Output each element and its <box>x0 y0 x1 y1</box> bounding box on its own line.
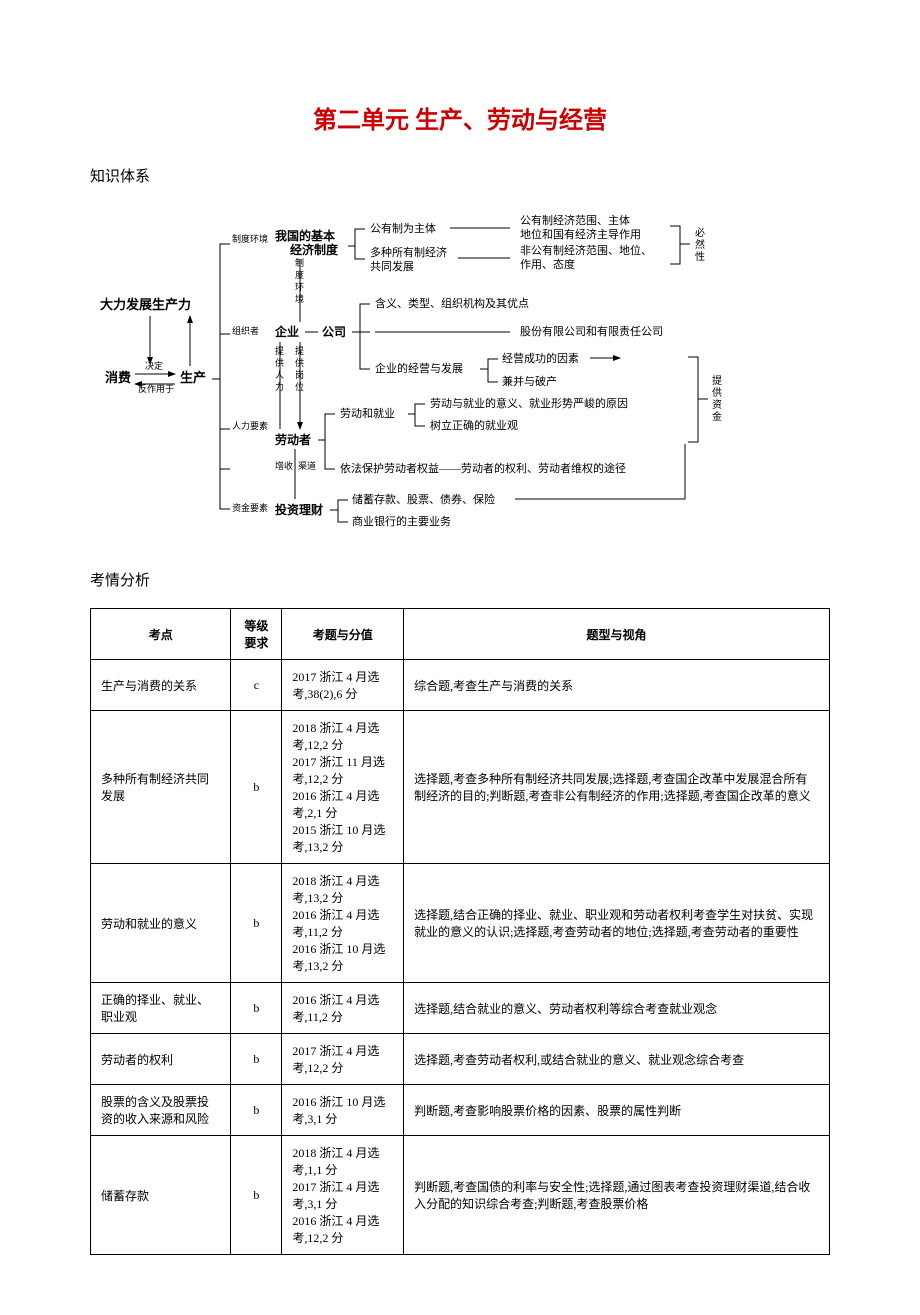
knowledge-diagram: 大力发展生产力 消费 生产 决定 反作用于 制度环境 组织者 人力要素 资金要素… <box>90 204 830 539</box>
page-title: 第二单元 生产、劳动与经营 <box>90 100 830 135</box>
cell-kaodian: 多种所有制经济共同发展 <box>91 711 231 864</box>
node-biran3: 性 <box>695 250 705 263</box>
label-zhiduhj: 制度环境 <box>232 233 268 244</box>
node-duozhong1: 多种所有制经济 <box>370 245 447 259</box>
cell-dengji: b <box>231 1136 282 1255</box>
node-ldyy: 劳动与就业的意义、就业形势严峻的原因 <box>430 396 628 410</box>
cell-tixing: 综合题,考查生产与消费的关系 <box>404 660 830 711</box>
node-jycg: 经营成功的因素 <box>502 351 579 365</box>
node-tgzj3: 资 <box>712 399 722 411</box>
node-laodongjy: 劳动和就业 <box>340 406 395 420</box>
th-kaodian: 考点 <box>91 609 231 660</box>
cell-tixing: 选择题,结合就业的意义、劳动者权利等综合考查就业观念 <box>404 983 830 1034</box>
node-woguojiben2: 经济制度 <box>290 242 339 257</box>
table-row: 多种所有制经济共同发展b2018 浙江 4 月选考,12,2 分 2017 浙江… <box>91 711 830 864</box>
cell-kaoti: 2016 浙江 10 月选考,3,1 分 <box>282 1085 404 1136</box>
th-dengji: 等级要求 <box>231 609 282 660</box>
node-gongsi: 公司 <box>322 325 346 339</box>
diagram-svg: 大力发展生产力 消费 生产 决定 反作用于 制度环境 组织者 人力要素 资金要素… <box>90 204 830 534</box>
cell-dengji: b <box>231 864 282 983</box>
node-woguojiben: 我国的基本 <box>275 228 335 243</box>
cell-kaoti: 2017 浙江 4 月选考,12,2 分 <box>282 1034 404 1085</box>
exam-analysis-table: 考点 等级要求 考题与分值 题型与视角 生产与消费的关系c2017 浙江 4 月… <box>90 608 830 1255</box>
section-knowledge-system: 知识体系 <box>90 165 830 186</box>
cell-tixing: 选择题,考查劳动者权利,或结合就业的意义、就业观念综合考查 <box>404 1034 830 1085</box>
label-zijinys: 资金要素 <box>232 502 268 513</box>
cell-tixing: 选择题,考查多种所有制经济共同发展;选择题,考查国企改革中发展混合所有制经济的目… <box>404 711 830 864</box>
section-exam-analysis: 考情分析 <box>90 569 830 590</box>
node-gongyoufw2: 地位和国有经济主导作用 <box>520 227 641 241</box>
label-fanzuoyong: 反作用于 <box>138 383 174 394</box>
node-gongyouzhi: 公有制为主体 <box>370 221 436 235</box>
th-kaoti: 考题与分值 <box>282 609 404 660</box>
table-header-row: 考点 等级要求 考题与分值 题型与视角 <box>91 609 830 660</box>
node-biran2: 然 <box>695 238 705 251</box>
cell-dengji: b <box>231 1085 282 1136</box>
label-zsqd1: 增收 <box>275 460 293 471</box>
table-row: 劳动和就业的意义b2018 浙江 4 月选考,13,2 分 2016 浙江 4 … <box>91 864 830 983</box>
cell-tixing: 判断题,考查国债的利率与安全性;选择题,通过图表考查投资理财渠道,结合收入分配的… <box>404 1136 830 1255</box>
cell-dengji: c <box>231 660 282 711</box>
cell-kaodian: 储蓄存款 <box>91 1136 231 1255</box>
node-feigongyou2: 作用、态度 <box>520 257 575 271</box>
cell-dengji: b <box>231 983 282 1034</box>
cell-tixing: 选择题,结合正确的择业、就业、职业观和劳动者权利考查学生对扶贫、实现就业的意义的… <box>404 864 830 983</box>
table-row: 正确的择业、就业、职业观b2016 浙江 4 月选考,11,2 分选择题,结合就… <box>91 983 830 1034</box>
cell-kaoti: 2016 浙江 4 月选考,11,2 分 <box>282 983 404 1034</box>
cell-kaoti: 2018 浙江 4 月选考,1,1 分 2017 浙江 4 月选考,3,1 分 … <box>282 1136 404 1255</box>
node-duozhong2: 共同发展 <box>370 259 414 273</box>
table-row: 生产与消费的关系c2017 浙江 4 月选考,38(2),6 分综合题,考查生产… <box>91 660 830 711</box>
cell-kaoti: 2018 浙江 4 月选考,12,2 分 2017 浙江 11 月选考,12,2… <box>282 711 404 864</box>
node-tgzj2: 供 <box>712 386 722 399</box>
node-shengchan: 生产 <box>180 370 206 385</box>
label-renliys: 人力要素 <box>232 420 268 431</box>
node-shangye: 商业银行的主要业务 <box>352 514 451 528</box>
th-tixing: 题型与视角 <box>404 609 830 660</box>
node-gufen: 股份有限公司和有限责任公司 <box>520 324 663 338</box>
node-tgzj4: 金 <box>712 410 722 423</box>
cell-kaodian: 生产与消费的关系 <box>91 660 231 711</box>
label-zsqd2: 渠道 <box>298 460 316 471</box>
table-row: 储蓄存款b2018 浙江 4 月选考,1,1 分 2017 浙江 4 月选考,3… <box>91 1136 830 1255</box>
cell-kaodian: 股票的含义及股票投资的收入来源和风险 <box>91 1085 231 1136</box>
node-hanyi: 含义、类型、组织机构及其优点 <box>375 296 529 310</box>
cell-dengji: b <box>231 1034 282 1085</box>
node-jianbing: 兼并与破产 <box>502 374 557 388</box>
node-biran1: 必 <box>695 226 705 239</box>
cell-kaoti: 2017 浙江 4 月选考,38(2),6 分 <box>282 660 404 711</box>
node-tgzj1: 提 <box>712 375 722 387</box>
node-shuli: 树立正确的就业观 <box>430 418 518 432</box>
cell-tixing: 判断题,考查影响股票价格的因素、股票的属性判断 <box>404 1085 830 1136</box>
cell-kaodian: 劳动者的权利 <box>91 1034 231 1085</box>
node-qiye: 企业 <box>274 324 299 339</box>
cell-dengji: b <box>231 711 282 864</box>
table-row: 劳动者的权利b2017 浙江 4 月选考,12,2 分选择题,考查劳动者权利,或… <box>91 1034 830 1085</box>
table-row: 股票的含义及股票投资的收入来源和风险b2016 浙江 10 月选考,3,1 分判… <box>91 1085 830 1136</box>
label-zuzhizhe: 组织者 <box>232 325 259 336</box>
cell-kaoti: 2018 浙江 4 月选考,13,2 分 2016 浙江 4 月选考,11,2 … <box>282 864 404 983</box>
node-touzilicai: 投资理财 <box>275 502 323 517</box>
node-yifa: 依法保护劳动者权益——劳动者的权利、劳动者维权的途径 <box>340 461 626 475</box>
label-jueding: 决定 <box>145 360 163 371</box>
node-laodongzhe: 劳动者 <box>275 432 311 447</box>
cell-kaodian: 劳动和就业的意义 <box>91 864 231 983</box>
node-feigongyou1: 非公有制经济范围、地位、 <box>520 243 652 257</box>
node-chuxu: 储蓄存款、股票、债券、保险 <box>352 492 495 506</box>
node-gongyoufw1: 公有制经济范围、主体 <box>520 213 630 227</box>
cell-kaodian: 正确的择业、就业、职业观 <box>91 983 231 1034</box>
node-xiaofei: 消费 <box>105 370 131 385</box>
node-dalifazhan: 大力发展生产力 <box>100 297 191 312</box>
node-qiyejy: 企业的经营与发展 <box>375 361 463 375</box>
